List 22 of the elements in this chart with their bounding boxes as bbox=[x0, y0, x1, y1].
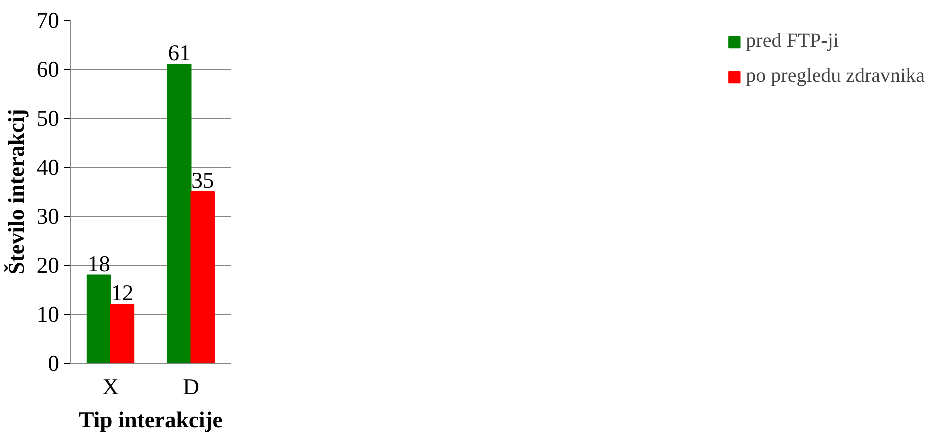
y-tick-label: 20 bbox=[36, 253, 60, 278]
legend-label: pred FTP-ji bbox=[746, 30, 839, 53]
y-tick-label: 70 bbox=[36, 8, 60, 33]
y-tick-label: 50 bbox=[36, 106, 60, 131]
data-label: 61 bbox=[168, 40, 191, 66]
data-label: 35 bbox=[192, 168, 214, 193]
y-tick-label: 60 bbox=[36, 57, 60, 82]
y-tick-label: 30 bbox=[36, 204, 60, 229]
data-label: 18 bbox=[88, 251, 110, 276]
y-axis-title: Število interakcij bbox=[4, 109, 29, 275]
y-tick-label: 40 bbox=[36, 155, 60, 180]
data-label: 12 bbox=[111, 280, 134, 306]
bar bbox=[190, 192, 216, 364]
x-axis-title: Tip interakcije bbox=[79, 408, 223, 432]
bar bbox=[86, 274, 112, 364]
y-tick-label: 10 bbox=[36, 302, 60, 327]
x-tick-label: D bbox=[183, 374, 200, 400]
y-tick-label: 0 bbox=[48, 351, 60, 376]
bar bbox=[110, 304, 135, 364]
x-tick-label: X bbox=[102, 374, 119, 400]
bar bbox=[167, 64, 192, 364]
legend-label: po pregledu zdravnika bbox=[746, 65, 925, 88]
